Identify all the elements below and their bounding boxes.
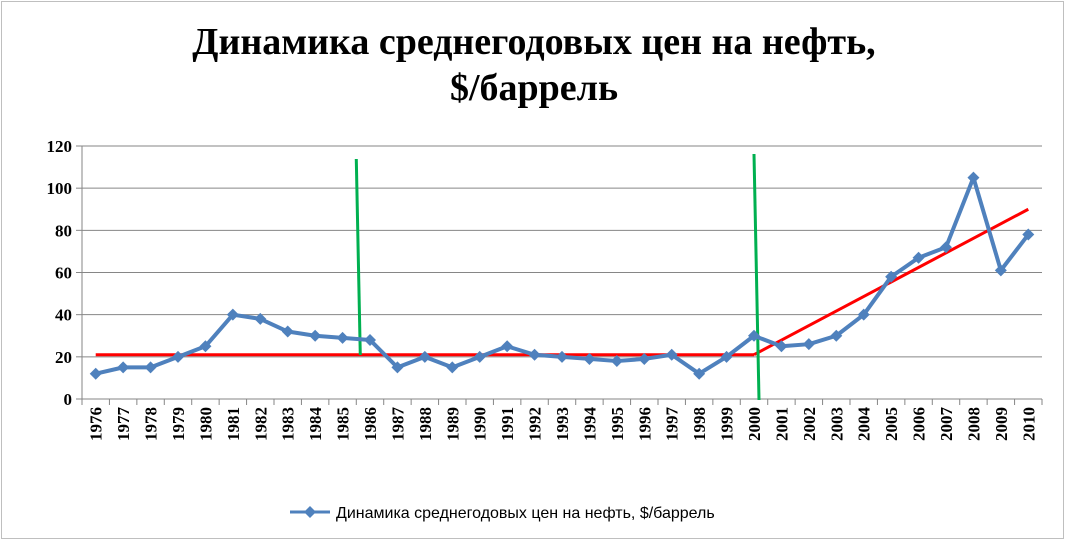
x-tick-label-1993: 1993: [553, 407, 572, 441]
data-point-2004: [857, 308, 870, 321]
data-point-2005: [885, 270, 898, 283]
data-point-1989: [446, 361, 459, 374]
x-tick-label-2010: 2010: [1019, 407, 1038, 441]
x-tick-label-1987: 1987: [388, 407, 407, 442]
x-tick-label-1996: 1996: [635, 407, 654, 441]
y-tick-label-40: 40: [55, 306, 72, 325]
x-tick-label-2000: 2000: [745, 407, 764, 441]
data-point-1987: [391, 361, 404, 374]
x-tick-label-1988: 1988: [416, 407, 435, 441]
data-point-1985: [336, 331, 349, 344]
x-tick-label-1985: 1985: [334, 407, 353, 441]
x-tick-label-1989: 1989: [443, 407, 462, 441]
data-point-2000: [748, 329, 760, 342]
chart-title-line-2: $/баррель: [450, 67, 618, 109]
data-point-1978: [144, 361, 157, 374]
x-tick-label-1998: 1998: [690, 407, 709, 441]
data-point-1980: [199, 340, 212, 353]
x-tick-label-1994: 1994: [580, 407, 599, 442]
x-tick-label-1995: 1995: [608, 407, 627, 441]
data-point-2007: [940, 241, 952, 254]
x-tick-label-2009: 2009: [992, 407, 1011, 441]
x-tick-label-1984: 1984: [306, 407, 325, 442]
y-tick-label-80: 80: [55, 221, 72, 240]
data-point-1993: [556, 350, 568, 363]
data-point-1994: [583, 352, 596, 365]
x-tick-label-1979: 1979: [169, 407, 188, 441]
y-tick-label-100: 100: [47, 179, 73, 198]
data-point-1991: [501, 340, 514, 353]
y-tick-label-20: 20: [55, 348, 72, 367]
x-tick-label-1982: 1982: [251, 407, 270, 441]
axis-layer: 0 20 40 60 80 100 120 1976 1977 1978 1979 1980 1981 1…: [47, 137, 1043, 441]
data-point-1977: [117, 361, 130, 374]
y-tick-label-120: 120: [47, 137, 73, 156]
data-point-1984: [309, 329, 322, 342]
data-point-1996: [638, 352, 651, 365]
data-point-2001: [775, 340, 788, 353]
data-point-1979: [172, 350, 184, 363]
data-point-2010: [1022, 228, 1035, 241]
x-tick-label-2008: 2008: [964, 407, 983, 441]
y-tick-label-60: 60: [55, 264, 72, 283]
data-point-1988: [418, 350, 431, 363]
x-tick-label-1992: 1992: [526, 407, 545, 441]
data-point-1976: [89, 367, 102, 380]
legend-marker-swatch: [304, 506, 316, 518]
x-tick-label-2007: 2007: [937, 407, 956, 442]
x-tick-label-1980: 1980: [196, 407, 215, 441]
data-point-1986: [364, 333, 376, 346]
data-point-2009: [994, 264, 1007, 277]
chart-title-line-1: Динамика среднегодовых цен на нефть,: [192, 21, 875, 63]
x-tick-label-1981: 1981: [224, 407, 243, 441]
data-point-1998: [693, 367, 706, 380]
vertical-marker-1: [354, 158, 362, 356]
data-point-1992: [528, 348, 541, 361]
x-tick-label-1977: 1977: [114, 407, 133, 442]
data-point-2002: [802, 338, 815, 351]
x-tick-label-1991: 1991: [498, 407, 517, 441]
x-tick-label-1976: 1976: [87, 407, 106, 441]
series-layer: [89, 171, 1035, 380]
x-tick-label-2006: 2006: [910, 407, 929, 441]
data-point-2003: [830, 329, 843, 342]
x-tick-label-1978: 1978: [142, 407, 161, 441]
x-tick-label-2003: 2003: [827, 407, 846, 441]
data-point-2006: [912, 251, 925, 264]
x-tick-label-1997: 1997: [663, 407, 682, 442]
data-point-2008: [967, 171, 980, 184]
legend-label: Динамика среднегодовых цен на нефть, $/б…: [336, 505, 715, 522]
y-tick-label-0: 0: [64, 390, 73, 409]
x-tick-label-1990: 1990: [471, 407, 490, 441]
legend: Динамика среднегодовых цен на нефть, $/б…: [290, 505, 715, 522]
x-tick-label-1999: 1999: [718, 407, 737, 441]
data-point-1981: [226, 308, 239, 321]
data-point-1999: [720, 350, 733, 363]
x-tick-label-1986: 1986: [361, 407, 380, 441]
x-tick-label-2005: 2005: [882, 407, 901, 441]
data-point-1990: [473, 350, 486, 363]
data-point-1997: [665, 348, 678, 361]
data-point-1995: [610, 355, 623, 368]
data-point-1983: [281, 325, 294, 338]
x-tick-label-2004: 2004: [855, 407, 874, 442]
x-tick-label-2001: 2001: [772, 407, 791, 441]
vertical-marker-2: [752, 153, 761, 401]
x-tick-label-2002: 2002: [800, 407, 819, 441]
x-tick-label-1983: 1983: [279, 407, 298, 441]
